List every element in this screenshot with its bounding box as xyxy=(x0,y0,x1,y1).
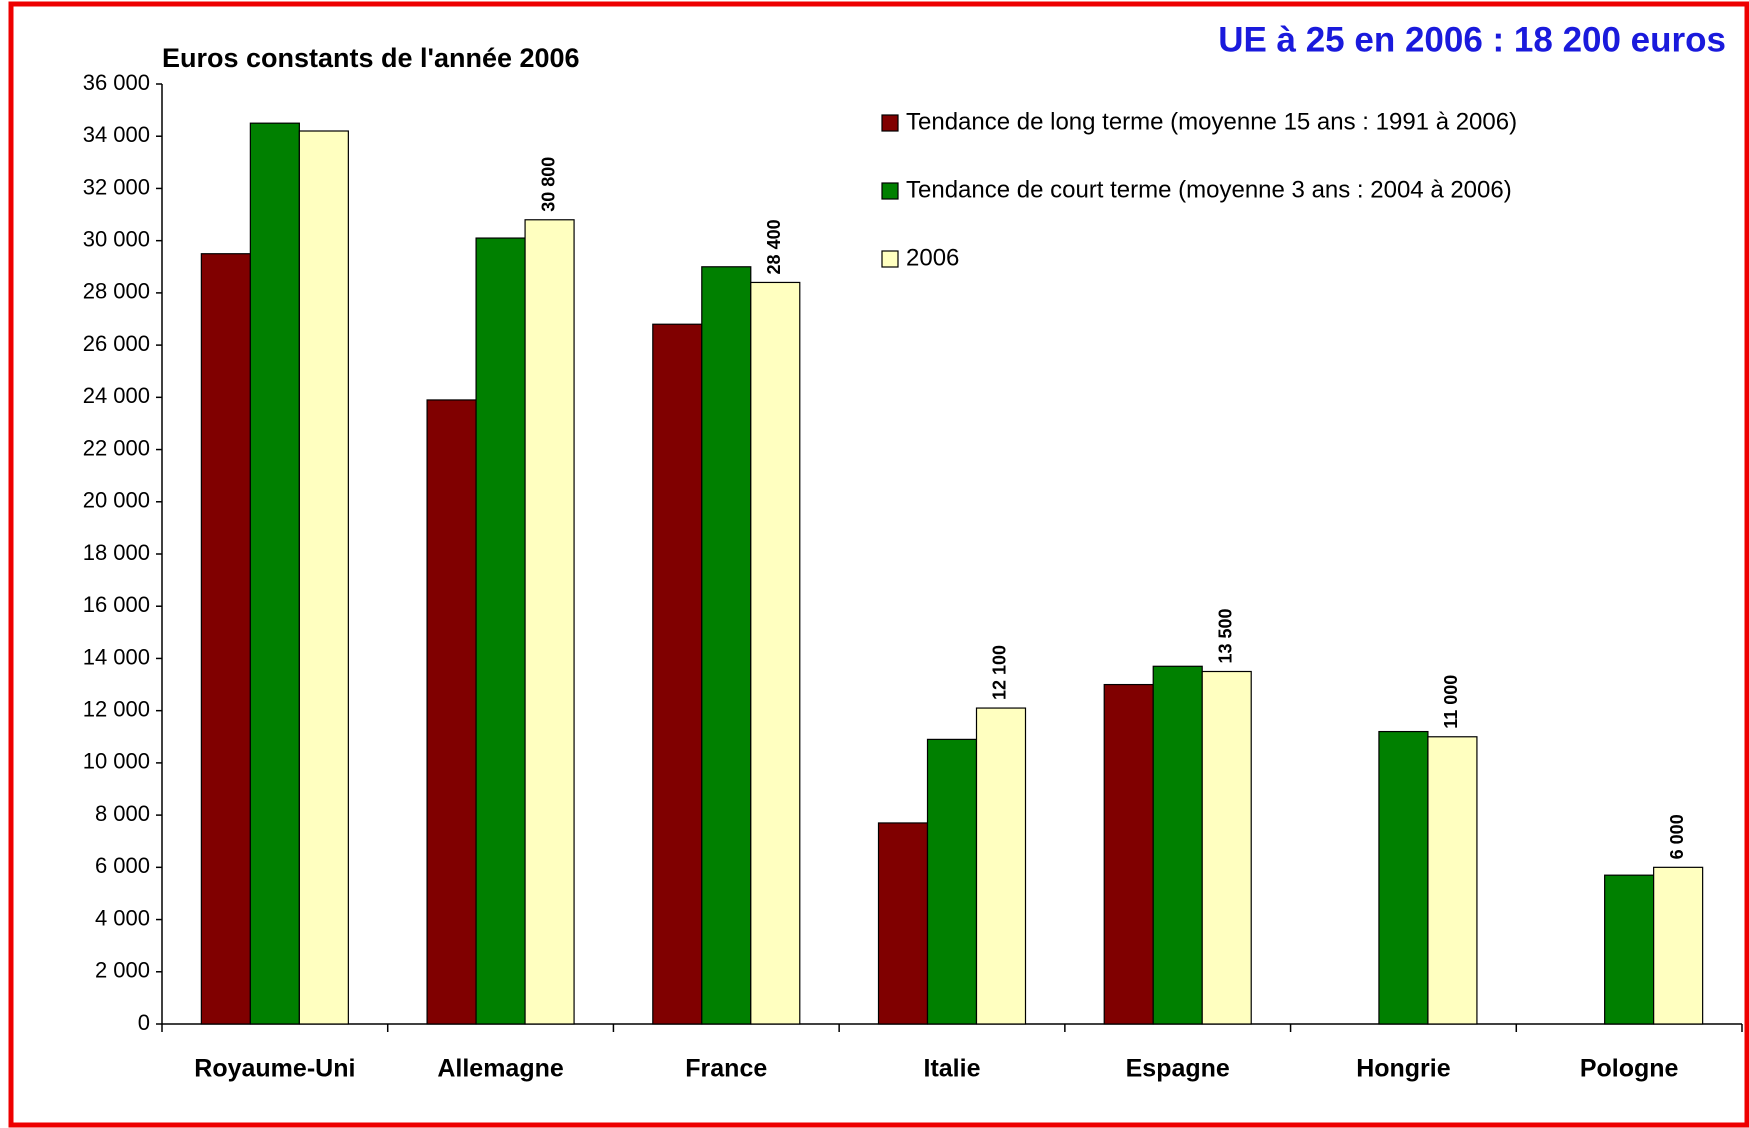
bar xyxy=(926,738,978,1025)
y-tick-label: 6 000 xyxy=(95,853,150,878)
legend-swatch xyxy=(881,182,899,200)
y-tick-label: 8 000 xyxy=(95,801,150,826)
bar xyxy=(1152,665,1203,1025)
x-tick-label: Royaume-Uni xyxy=(194,1055,355,1083)
bar xyxy=(652,323,703,1025)
bar xyxy=(1378,730,1429,1025)
bar xyxy=(1201,670,1252,1025)
y-tick-label: 26 000 xyxy=(83,331,150,356)
bar xyxy=(1103,683,1154,1025)
y-tick-label: 16 000 xyxy=(83,592,150,617)
legend-swatch xyxy=(881,250,899,268)
x-tick-label: Pologne xyxy=(1580,1055,1679,1083)
bar xyxy=(249,122,300,1025)
y-tick-label: 36 000 xyxy=(83,70,150,95)
bar xyxy=(701,266,752,1025)
y-tick-label: 32 000 xyxy=(83,174,150,199)
y-tick-label: 0 xyxy=(138,1010,150,1035)
bar xyxy=(1604,874,1655,1025)
y-tick-label: 12 000 xyxy=(83,696,150,721)
value-label: 6 000 xyxy=(1667,814,1687,859)
x-tick-label: Hongrie xyxy=(1356,1055,1451,1083)
y-tick-label: 14 000 xyxy=(83,644,150,669)
y-tick-label: 20 000 xyxy=(83,488,150,513)
value-label: 30 800 xyxy=(538,157,558,212)
legend-label: 2006 xyxy=(906,244,959,271)
y-tick-label: 22 000 xyxy=(83,435,150,460)
legend-label: Tendance de long terme (moyenne 15 ans :… xyxy=(906,108,1517,135)
y-tick-label: 28 000 xyxy=(83,279,150,304)
y-tick-label: 10 000 xyxy=(83,749,150,774)
bar xyxy=(475,237,526,1025)
y-tick-label: 2 000 xyxy=(95,958,150,983)
x-tick-label: France xyxy=(685,1055,767,1083)
frame xyxy=(8,1,1749,1128)
bar xyxy=(426,399,477,1025)
y-tick-label: 4 000 xyxy=(95,905,150,930)
value-label: 28 400 xyxy=(764,219,784,274)
legend-label: Tendance de court terme (moyenne 3 ans :… xyxy=(906,176,1512,203)
y-tick-label: 24 000 xyxy=(83,383,150,408)
value-label: 13 500 xyxy=(1215,608,1235,663)
x-tick-label: Espagne xyxy=(1126,1055,1230,1083)
legend-swatch xyxy=(881,114,899,132)
x-tick-label: Italie xyxy=(924,1055,981,1083)
y-tick-label: 34 000 xyxy=(83,122,150,147)
bar xyxy=(975,707,1027,1025)
bar xyxy=(750,281,801,1025)
y-tick-label: 18 000 xyxy=(83,540,150,565)
bar xyxy=(1653,866,1704,1025)
value-label: 11 000 xyxy=(1441,675,1461,729)
bar xyxy=(298,130,349,1025)
bar xyxy=(200,253,251,1025)
x-tick-label: Allemagne xyxy=(437,1055,564,1083)
y-tick-label: 30 000 xyxy=(83,226,150,251)
bar xyxy=(877,822,929,1025)
chart-title: Euros constants de l'année 2006 xyxy=(162,43,580,73)
value-label: 12 100 xyxy=(990,645,1010,700)
bar xyxy=(1427,736,1478,1025)
annotation: UE à 25 en 2006 : 18 200 euros xyxy=(1218,20,1726,59)
bar xyxy=(524,219,575,1025)
